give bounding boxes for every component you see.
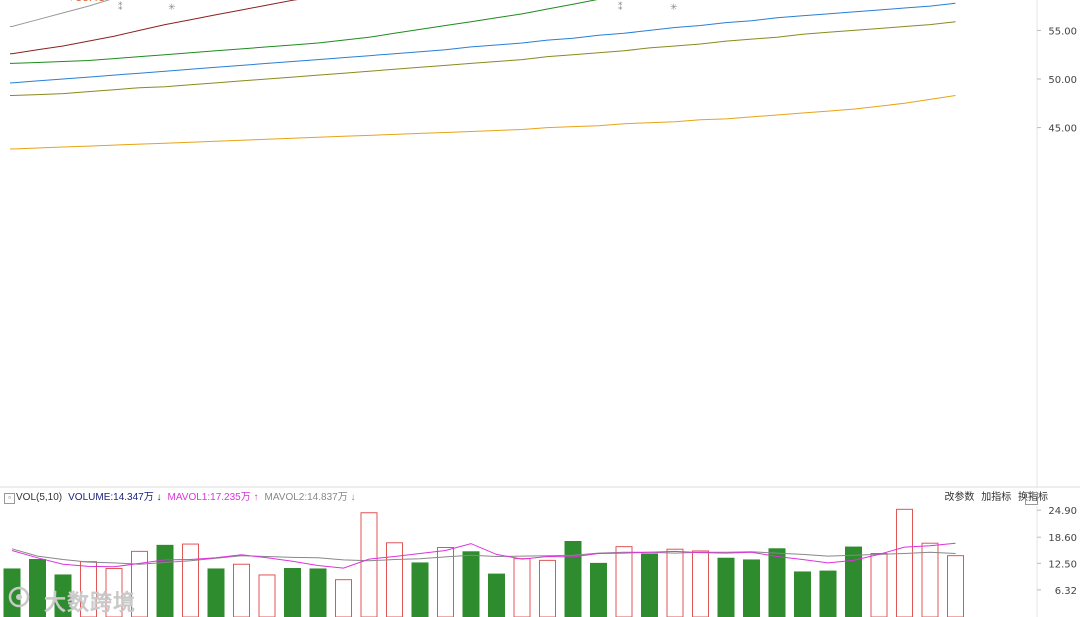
volume-bar — [870, 553, 888, 617]
watermark-text: 大数跨境 — [44, 590, 137, 615]
volume-bar — [513, 558, 531, 617]
volume-bar — [768, 548, 786, 617]
volume-bar — [896, 508, 913, 617]
volume-bars — [3, 508, 964, 617]
volume-bar — [207, 568, 225, 617]
volume-axis: 24.90 18.60 12.50 6.32 — [1037, 506, 1077, 597]
mavol2-line — [11, 548, 956, 565]
volume-bar — [921, 542, 939, 617]
volume-bar — [411, 562, 429, 617]
volume-bar — [182, 543, 199, 617]
price-axis: 85.0080.0075.0070.0065.0060.0055.0050.00… — [1037, 26, 1077, 135]
volume-bar — [156, 544, 174, 617]
volume-bar — [386, 542, 403, 617]
volume-bar — [462, 551, 480, 617]
switch-indicator-button[interactable]: 换指标 — [1018, 492, 1048, 503]
volume-bar — [794, 571, 811, 617]
volume-bar — [819, 570, 837, 617]
watermark-logo-icon — [8, 586, 30, 608]
volume-bar — [947, 555, 964, 617]
volume-bar — [717, 557, 735, 617]
period-marker: ⁑ — [618, 1, 623, 13]
period-marker: ✳ — [670, 3, 678, 13]
legend-vol-params: VOL(5,10) — [16, 492, 63, 503]
volume-tick-label: 6.32 — [1055, 586, 1077, 597]
volume-bar — [54, 574, 72, 617]
legend-volume: VOLUME:14.347万 ↓ — [68, 492, 162, 503]
price-panel: ⁑ ✳ ⁑ ✳ 82.12 123456789 58.4161.95-62.32… — [10, 0, 1077, 487]
period-marker: ✳ — [168, 3, 176, 13]
volume-ma-lines — [11, 542, 956, 569]
volume-bar — [105, 568, 123, 617]
volume-bar — [258, 574, 276, 617]
period-marker: ⁑ — [118, 1, 123, 13]
price-tick-label: 50.00 — [1048, 75, 1077, 86]
volume-tick-label: 18.60 — [1048, 533, 1077, 544]
period-markers: ⁑ ✳ ⁑ ✳ — [118, 1, 678, 13]
volume-bar — [437, 547, 454, 617]
volume-bar — [666, 548, 684, 617]
moving-average-lines — [10, 0, 956, 150]
price-tick-label: 55.00 — [1048, 26, 1077, 37]
volume-bar — [284, 568, 301, 617]
volume-bar — [360, 512, 378, 617]
price-annotations: 58.4161.95-62.3289.86 — [71, 0, 105, 4]
indicator-menu-button[interactable]: ▫ — [4, 493, 15, 504]
moving-average-line — [10, 0, 298, 55]
volume-bar — [488, 573, 505, 617]
volume-tick-label: 12.50 — [1048, 559, 1077, 570]
volume-bar — [233, 563, 250, 617]
volume-panel: 24.90 18.60 12.50 6.32 — [3, 506, 1077, 617]
volume-legend: VOL(5,10) VOLUME:14.347万 ↓ MAVOL1:17.235万 … — [0, 490, 1080, 506]
moving-average-line — [10, 0, 111, 27]
moving-average-line — [10, 95, 956, 150]
moving-average-line — [10, 0, 598, 64]
indicator-tools: 改参数 加指标 换指标 — [940, 490, 1048, 506]
close-icon[interactable]: × — [1025, 492, 1038, 505]
moving-average-line — [10, 2, 956, 84]
mavol1-line — [11, 542, 956, 569]
volume-bar — [539, 559, 556, 617]
volume-bar — [335, 579, 352, 617]
legend-mavol2: MAVOL2:14.837万 ↓ — [264, 492, 356, 503]
volume-bar — [641, 553, 658, 617]
low-price-label: 58.41 — [76, 0, 105, 4]
volume-bar — [309, 568, 327, 617]
add-indicator-button[interactable]: 加指标 — [981, 492, 1012, 503]
edit-params-button[interactable]: 改参数 — [944, 492, 975, 503]
volume-bar — [743, 559, 760, 617]
volume-bar — [564, 540, 582, 617]
volume-bar — [590, 562, 607, 617]
volume-bar — [692, 550, 709, 617]
volume-bar — [615, 546, 633, 617]
volume-bar — [845, 546, 862, 617]
moving-average-line — [10, 21, 956, 96]
legend-mavol1: MAVOL1:17.235万 ↑ — [167, 492, 259, 503]
volume-tick-label: 24.90 — [1048, 506, 1077, 517]
price-tick-label: 45.00 — [1048, 124, 1077, 135]
